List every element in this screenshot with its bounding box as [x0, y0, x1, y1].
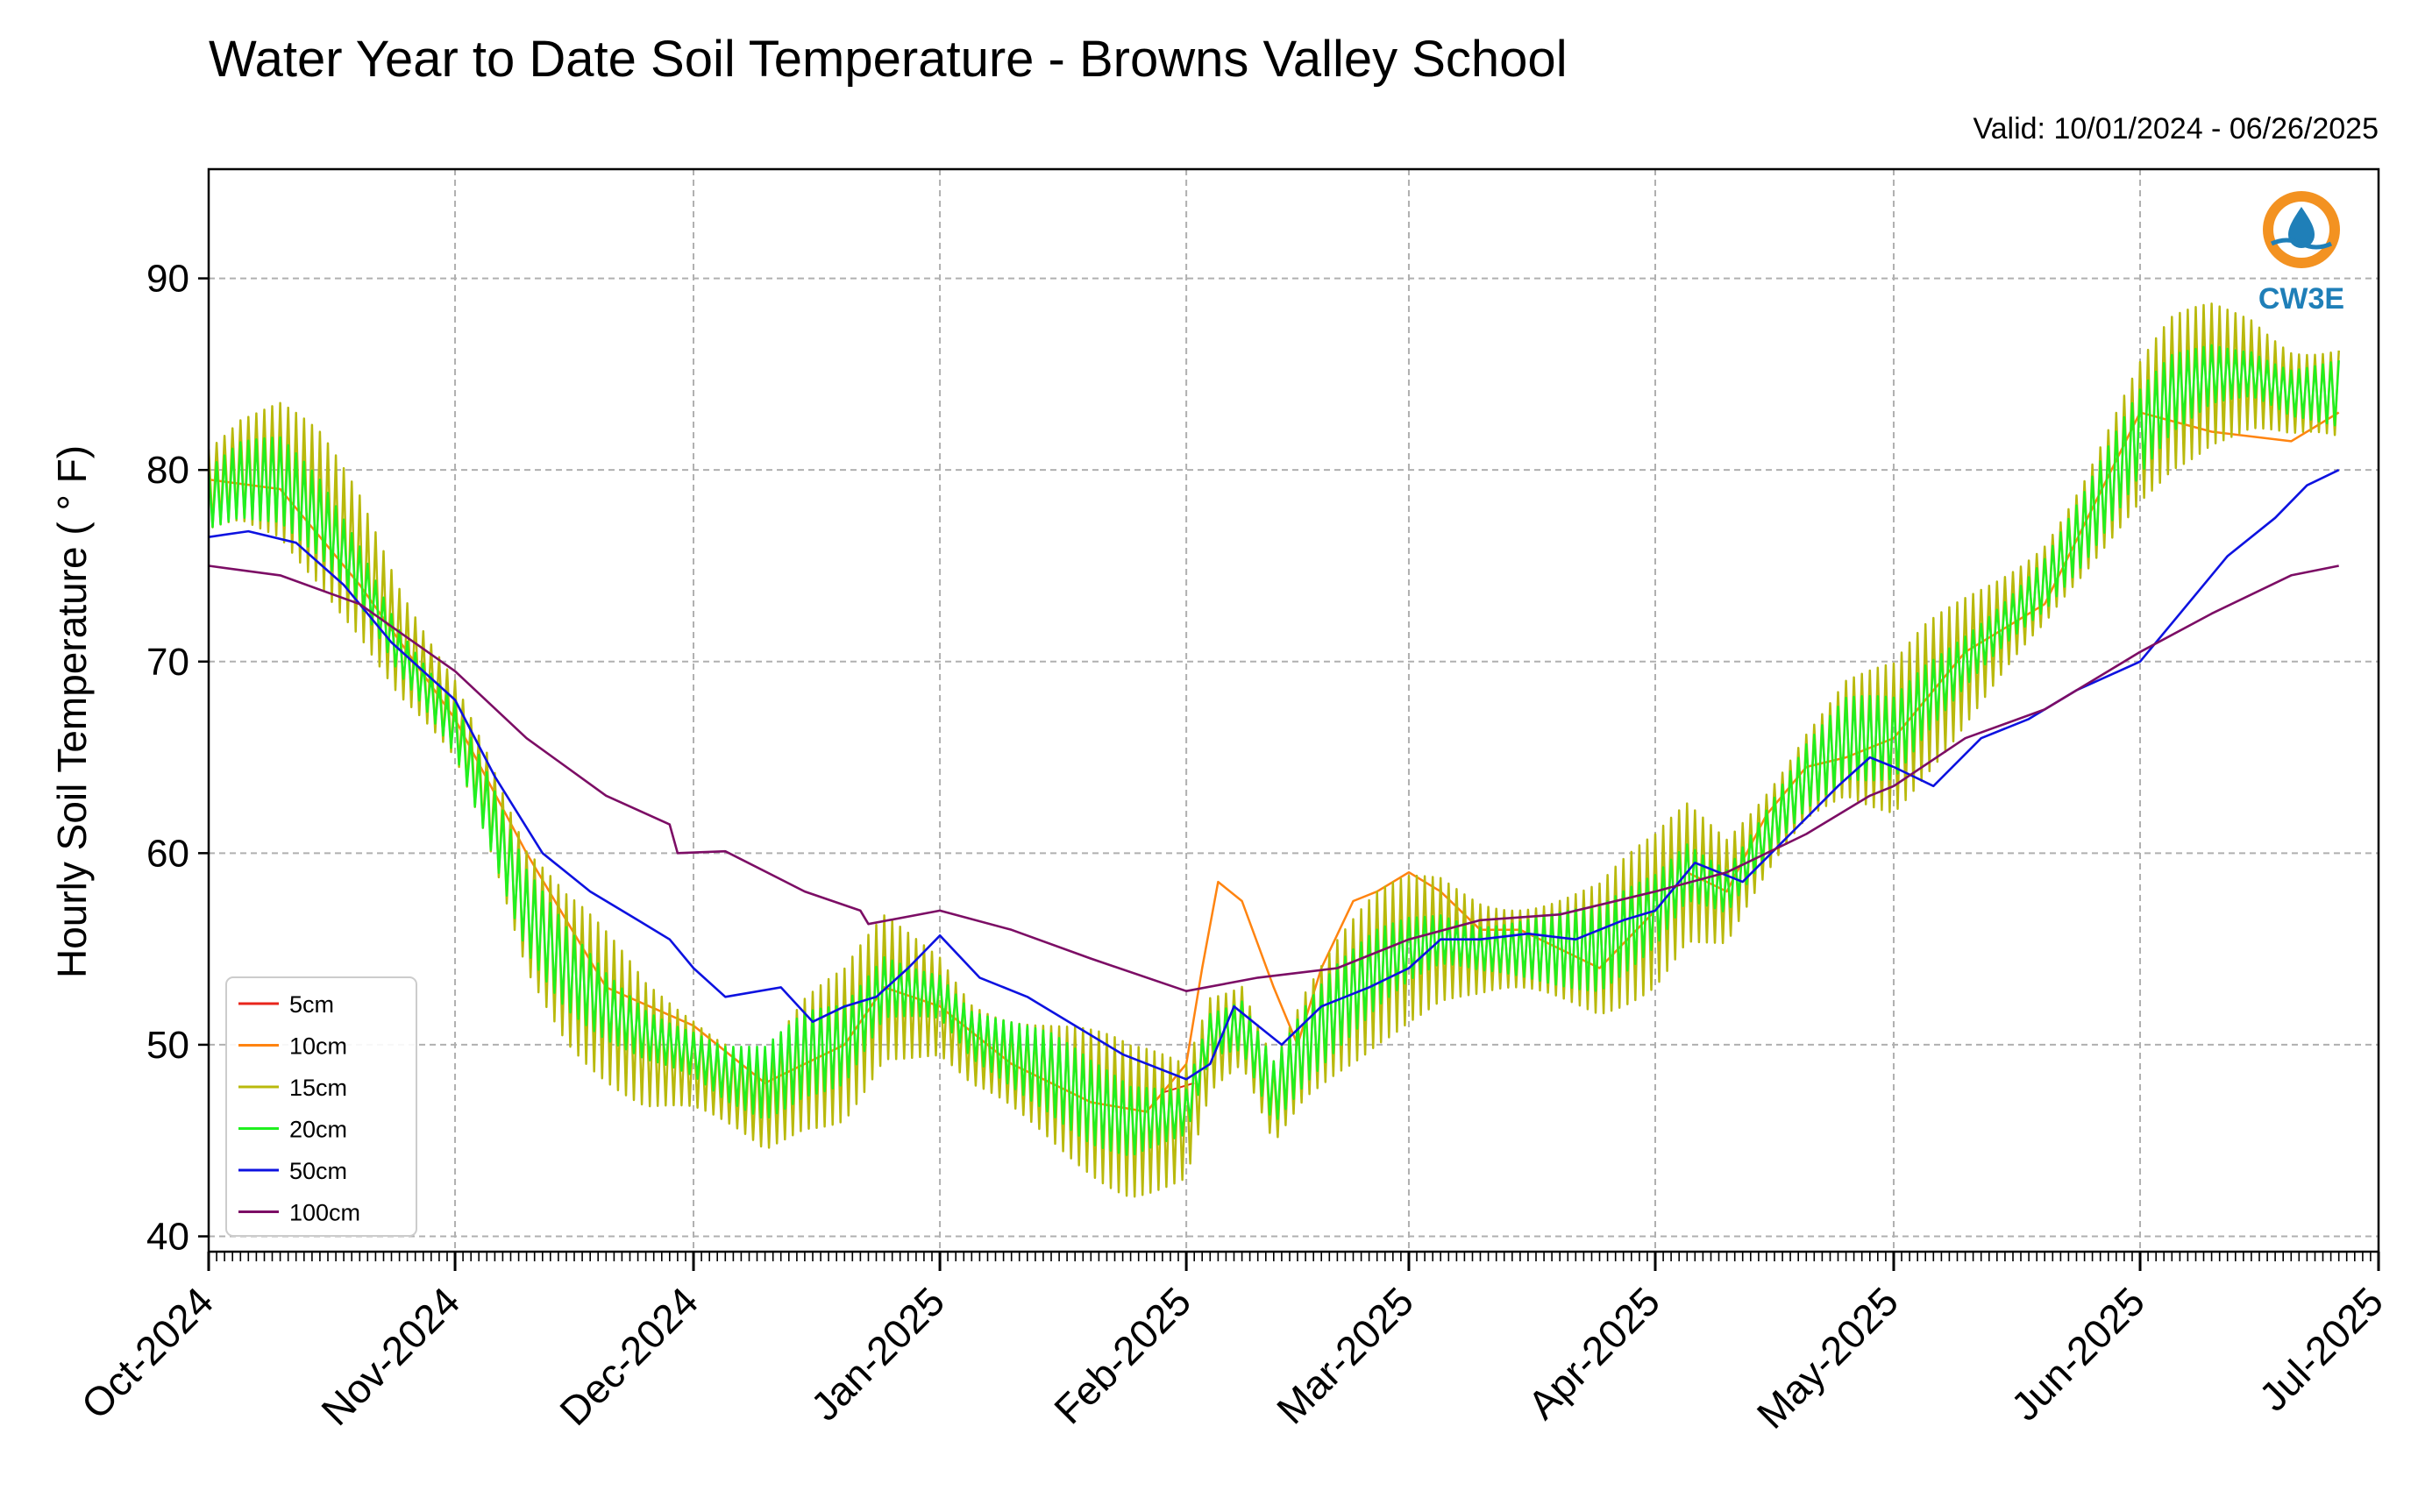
x-minor-ticks — [208, 1252, 2379, 1261]
legend-label-5cm: 5cm — [289, 991, 334, 1018]
y-tick-label: 90 — [146, 258, 189, 301]
plot-frame — [207, 167, 2380, 1253]
y-tick-label: 40 — [146, 1216, 189, 1259]
series-line-20cm — [209, 344, 2340, 1156]
series-line-10cm — [209, 411, 2340, 1113]
legend-label-10cm: 10cm — [289, 1033, 347, 1060]
y-tick-label: 50 — [146, 1024, 189, 1067]
legend-label-100cm: 100cm — [289, 1200, 360, 1226]
cw3e-logo: CW3E — [2258, 191, 2344, 316]
y-axis-label: Hourly Soil Temperature ( ° F) — [49, 445, 95, 978]
series-line-50cm — [209, 469, 2340, 1081]
y-tick-label: 80 — [146, 449, 189, 492]
legend: 5cm 10cm 15cm 20cm 50cm 100cm — [225, 976, 417, 1237]
legend-label-15cm: 15cm — [289, 1075, 347, 1101]
series-line-100cm — [209, 564, 2339, 992]
wave-icon — [2270, 238, 2333, 250]
series-layer — [209, 302, 2340, 1198]
y-axis: 40 50 60 70 80 90 — [146, 258, 209, 1259]
y-tick-label: 60 — [146, 832, 189, 875]
water-drop-icon — [2288, 207, 2315, 248]
logo-text: CW3E — [2258, 282, 2344, 316]
legend-label-50cm: 50cm — [289, 1158, 347, 1184]
y-tick-label: 70 — [146, 641, 189, 684]
chart-subtitle: Valid: 10/01/2024 - 06/26/2025 — [1973, 112, 2379, 146]
chart-title: Water Year to Date Soil Temperature - Br… — [209, 31, 1568, 88]
x-minor-tick-marks — [208, 1252, 2379, 1261]
legend-label-20cm: 20cm — [289, 1117, 347, 1143]
